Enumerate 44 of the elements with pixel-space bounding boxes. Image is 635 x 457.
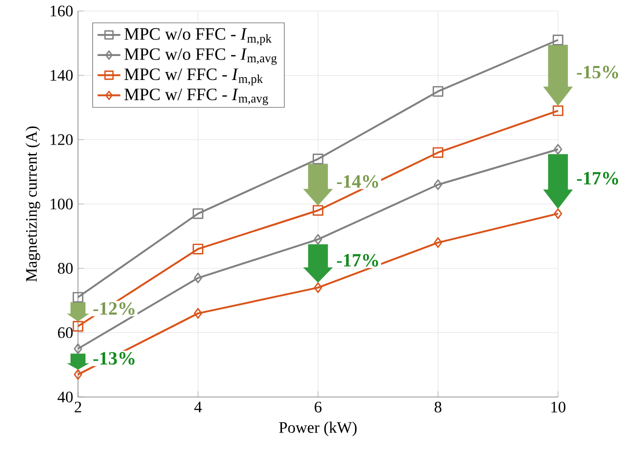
y-tick-label: 160 xyxy=(50,6,73,16)
point xyxy=(314,282,322,293)
annotation: -15% xyxy=(576,66,618,78)
point xyxy=(432,86,444,97)
legend-label: MPC w/ FFC - I$_{m,pk}$ xyxy=(124,68,263,86)
point xyxy=(194,272,202,284)
y-tick-label: 140 xyxy=(50,70,73,81)
y-tick-label: 40 xyxy=(58,392,73,402)
legend-label: MPC w/ FFC - I$_{m,avg}$ xyxy=(124,88,268,106)
annotation: -12% xyxy=(93,302,134,315)
x-tick-label: 4 xyxy=(194,402,202,412)
point xyxy=(552,34,564,46)
annotation: -13% xyxy=(93,352,134,365)
point xyxy=(74,343,82,354)
legend-label: MPC w/o FFC - I$_{m,pk}$ xyxy=(124,28,272,46)
point xyxy=(72,320,84,332)
y-axis-title: Magnetizing current (A) xyxy=(26,126,40,282)
point xyxy=(552,105,564,116)
point xyxy=(434,237,442,248)
y-tick-label: 80 xyxy=(58,262,73,274)
point xyxy=(312,154,324,164)
point xyxy=(312,205,324,216)
point xyxy=(554,208,562,219)
legend-label: MPC w/o FFC - I$_{m,avg}$ xyxy=(124,48,277,65)
x-tick-label: 6 xyxy=(314,402,322,412)
point xyxy=(434,179,442,190)
y-tick-label: 120 xyxy=(50,134,73,146)
annotation: -14% xyxy=(336,175,378,188)
annotation: -17% xyxy=(576,172,618,185)
x-axis-title: Power (kW) xyxy=(279,422,357,436)
y-tick-label: 60 xyxy=(58,327,73,338)
point xyxy=(72,292,84,303)
point xyxy=(192,244,204,254)
x-tick-label: 2 xyxy=(74,402,82,412)
point xyxy=(192,208,204,219)
point xyxy=(74,369,82,380)
point xyxy=(554,144,562,155)
point xyxy=(432,147,444,158)
annotation: -17% xyxy=(336,254,378,267)
y-tick-label: 100 xyxy=(50,198,73,210)
point xyxy=(314,234,322,245)
x-tick-label: 8 xyxy=(434,402,442,412)
x-tick-label: 10 xyxy=(551,402,566,412)
point xyxy=(194,308,202,319)
